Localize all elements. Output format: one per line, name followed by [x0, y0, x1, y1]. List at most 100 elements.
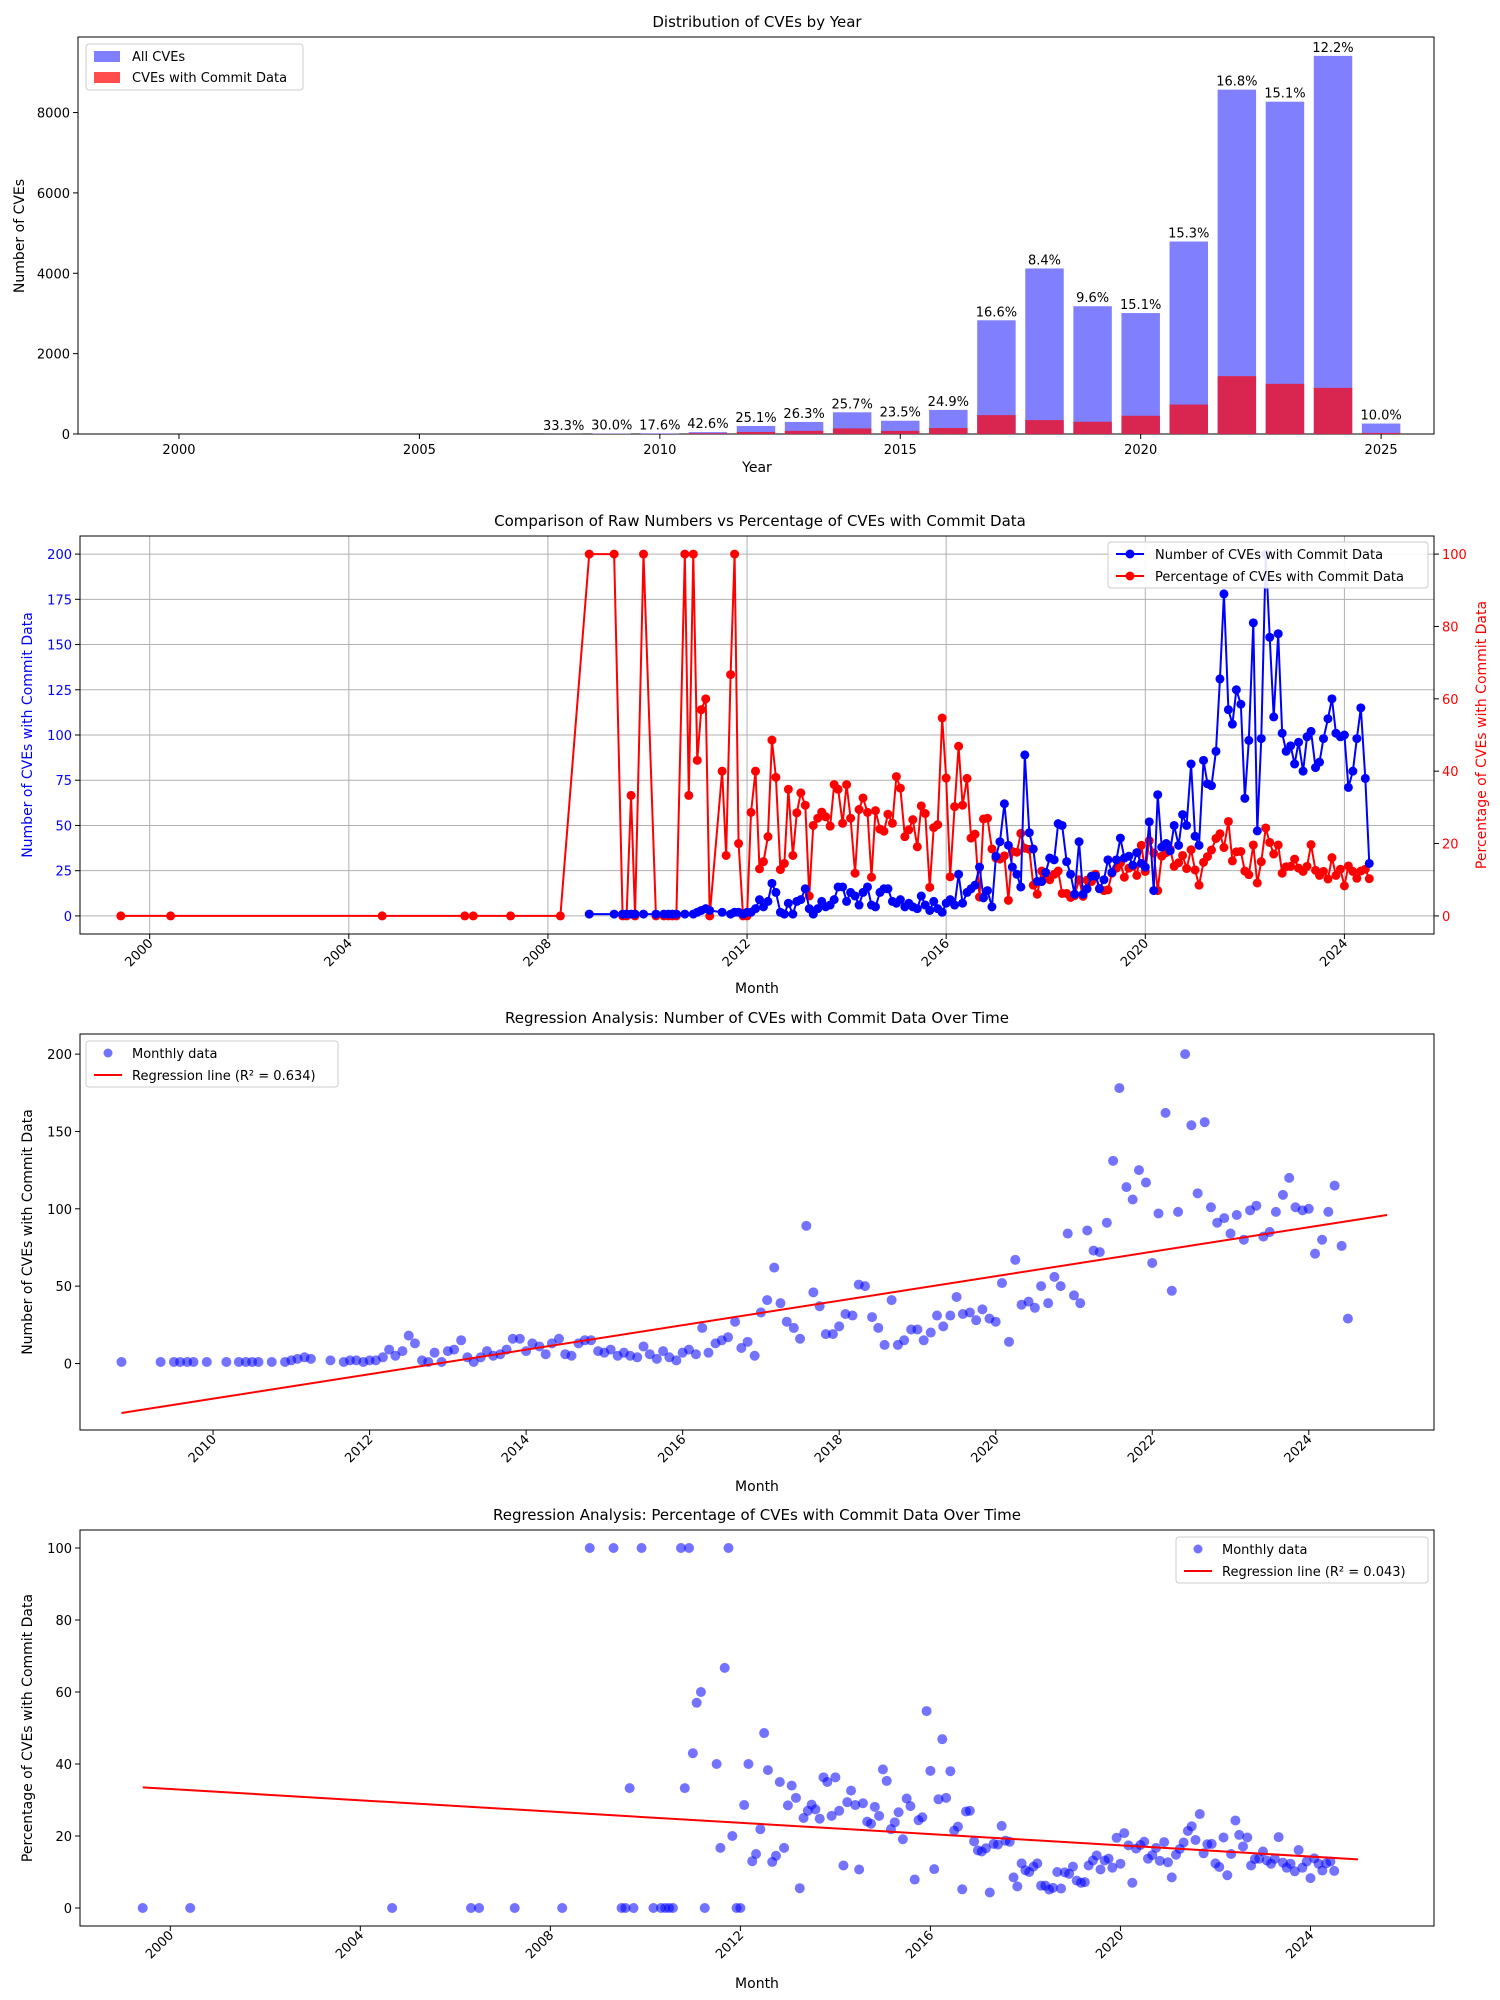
count-point: [639, 909, 649, 919]
count-point: [1194, 840, 1204, 850]
data-point: [1192, 1188, 1203, 1199]
x-tick-label: 2020: [1093, 1928, 1127, 1962]
x-tick-label: 2008: [521, 936, 555, 970]
y-tick-label: 150: [47, 639, 72, 654]
count-point: [1219, 589, 1229, 599]
data-point: [137, 1903, 148, 1913]
count-point: [680, 909, 690, 919]
x-tick-label: 2010: [643, 443, 676, 458]
count-point: [1020, 750, 1030, 760]
count-point: [982, 886, 992, 896]
data-point: [456, 1335, 467, 1346]
data-point: [468, 1356, 479, 1367]
percentage-point: [779, 858, 789, 868]
count-point: [1327, 694, 1337, 704]
data-point: [1284, 1172, 1295, 1183]
y-tick-label: 40: [55, 1758, 72, 1773]
count-point: [850, 891, 860, 901]
count-point: [1256, 734, 1266, 744]
y-axis-label: Number of CVEs with Commit Data: [20, 1109, 36, 1355]
x-tick-label: 2024: [1282, 1432, 1316, 1466]
percentage-point: [1290, 854, 1300, 864]
legend-box: [1175, 1536, 1429, 1584]
percentage-point: [116, 911, 126, 921]
data-point: [901, 1793, 912, 1804]
percentage-point: [796, 788, 806, 798]
count-point: [1223, 705, 1233, 715]
legend-marker-data: [1193, 1544, 1203, 1554]
bar-all-cves: [1073, 306, 1112, 434]
x-tick-label: 2020: [969, 1432, 1003, 1466]
data-point: [683, 1344, 694, 1355]
data-point: [1159, 1837, 1170, 1848]
count-point: [1103, 855, 1113, 865]
data-point: [727, 1831, 738, 1841]
data-point: [1303, 1203, 1314, 1214]
y-tick-label: 100: [47, 1203, 72, 1218]
x-tick-label: 2025: [1365, 443, 1398, 458]
percentage-point: [692, 755, 702, 765]
data-point: [782, 1800, 793, 1811]
legend-label-commit: CVEs with Commit Data: [132, 71, 287, 86]
count-point: [1240, 793, 1250, 803]
data-point: [719, 1662, 730, 1673]
data-point: [951, 1291, 962, 1302]
data-point: [1103, 1853, 1114, 1864]
y-tick-label: 100: [47, 1542, 72, 1557]
data-point: [715, 1842, 726, 1853]
x-tick-label: 2015: [884, 443, 917, 458]
data-point: [820, 1329, 831, 1340]
data-point: [1325, 1856, 1336, 1867]
data-point: [1147, 1257, 1158, 1268]
percentage-point: [1132, 870, 1142, 880]
percentage-point: [1215, 829, 1225, 839]
bar-all-cves: [1265, 101, 1305, 434]
percentage-point: [1186, 845, 1196, 855]
count-point: [717, 907, 727, 917]
percentage-point: [688, 549, 698, 559]
percentage-point: [1119, 872, 1129, 882]
bar-all-cves: [736, 425, 776, 434]
data-point: [980, 1843, 991, 1854]
y2-tick-label: 60: [1442, 693, 1459, 708]
data-point: [921, 1706, 932, 1717]
count-point: [813, 904, 823, 914]
data-point: [1218, 1832, 1229, 1843]
data-point: [897, 1834, 908, 1845]
data-point: [762, 1765, 773, 1776]
legend-label-data: Monthly data: [1222, 1543, 1307, 1558]
y-tick-label: 0: [64, 1902, 72, 1917]
y-tick-label: 150: [47, 1125, 72, 1140]
percent-label: 12.2%: [1312, 41, 1353, 56]
data-point: [964, 1805, 975, 1816]
data-point: [474, 1903, 485, 1913]
data-point: [1133, 1165, 1144, 1176]
data-point: [429, 1347, 440, 1358]
percentage-point: [717, 766, 727, 776]
data-point: [822, 1777, 833, 1787]
count-point: [1070, 889, 1080, 899]
raw-vs-percentage-chart: Comparison of Raw Numbers vs Percentage …: [20, 512, 1490, 997]
count-point: [870, 902, 880, 912]
percentage-point: [734, 839, 744, 849]
data-point: [1234, 1829, 1245, 1840]
data-point: [932, 1310, 943, 1321]
count-point: [1115, 833, 1125, 843]
data-point: [1082, 1225, 1093, 1236]
x-axis-label: Month: [735, 1479, 779, 1495]
count-point: [705, 905, 715, 915]
bar-commit-cves: [881, 430, 920, 434]
data-point: [553, 1333, 564, 1344]
regression-line: [142, 1786, 1359, 1861]
y-tick-label: 50: [55, 819, 72, 834]
percentage-point: [854, 805, 864, 815]
data-point: [1095, 1864, 1106, 1875]
percent-label: 15.1%: [1264, 87, 1305, 102]
percentage-point: [721, 850, 731, 860]
count-point: [1132, 848, 1142, 858]
percentage-point: [945, 872, 955, 882]
count-point: [929, 896, 939, 906]
data-point: [711, 1759, 722, 1769]
data-point: [1154, 1855, 1165, 1866]
data-point: [774, 1777, 785, 1787]
